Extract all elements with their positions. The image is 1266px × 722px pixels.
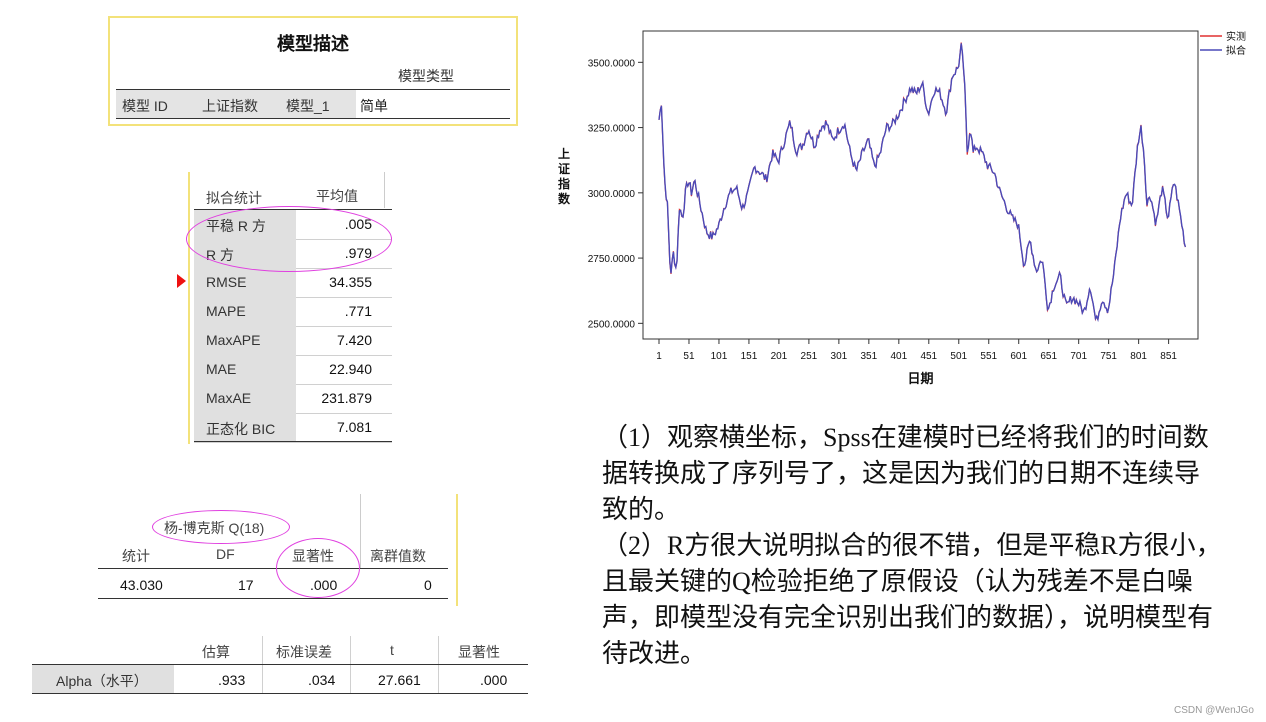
x-tick-label: 551 (980, 351, 997, 362)
y-tick-label: 2500.0000 (588, 319, 636, 330)
param-header-t: t (390, 642, 394, 658)
fit-row-label: MAPE (194, 297, 296, 326)
ljung-box-table: 杨-博克斯 Q(18) 统计 DF 显著性 离群值数 43.030 17 .00… (98, 494, 460, 606)
param-row-label: Alpha（水平） (32, 665, 174, 693)
fit-row-label: 正态化 BIC (194, 413, 296, 442)
lb-value-df: 17 (238, 577, 254, 593)
fit-stat-header: 拟合统计 (206, 190, 262, 206)
fit-row-label: RMSE (194, 268, 296, 297)
x-tick-label: 601 (1010, 351, 1027, 362)
x-tick-label: 351 (860, 351, 877, 362)
model-type-value: 简单 (360, 98, 388, 114)
highlight-ellipse-q (152, 510, 290, 544)
x-tick-label: 651 (1040, 351, 1057, 362)
x-tick-label: 51 (683, 351, 695, 362)
plot-area (642, 30, 1199, 340)
legend-observed-label: 实测 (1226, 30, 1246, 43)
model-description-title: 模型描述 (277, 34, 349, 54)
lb-value-outliers: 0 (424, 577, 432, 593)
model-type-header: 模型类型 (398, 68, 454, 84)
table-row: 正态化 BIC 7.081 (194, 413, 392, 443)
x-tick-label: 751 (1100, 351, 1117, 362)
fit-mean-header: 平均值 (316, 188, 358, 204)
x-tick-label: 301 (831, 351, 848, 362)
param-header-sig: 显著性 (458, 644, 500, 660)
param-value-estimate: .933 (218, 672, 246, 688)
explanation-paragraph-1: （1）观察横坐标，Spss在建模时已经将我们的时间数据转换成了序列号了，这是因为… (602, 423, 1209, 524)
fit-row-label: MaxAPE (194, 326, 296, 355)
table-row: MaxAPE 7.420 (194, 326, 392, 356)
table-row: MaxAE 231.879 (194, 384, 392, 414)
param-value-sig: .000 (480, 672, 508, 688)
highlight-ellipse-r-squared (186, 206, 392, 272)
fit-row-value: 7.420 (336, 332, 372, 348)
x-tick-label: 1 (656, 351, 662, 362)
y-axis-label-char: 数 (558, 191, 571, 206)
x-tick-label: 851 (1160, 351, 1177, 362)
fit-row-value: 7.081 (336, 419, 372, 435)
y-tick-label: 3000.0000 (588, 189, 636, 200)
x-tick-label: 801 (1130, 351, 1147, 362)
lb-header-stat: 统计 (122, 548, 150, 564)
legend-fitted-label: 拟合 (1226, 44, 1246, 57)
highlight-ellipse-sig (276, 538, 360, 598)
x-axis-label: 日期 (907, 372, 933, 387)
x-tick-label: 201 (771, 351, 788, 362)
x-tick-label: 451 (920, 351, 937, 362)
x-tick-label: 701 (1070, 351, 1087, 362)
x-tick-label: 251 (801, 351, 818, 362)
red-arrow-icon (177, 274, 186, 288)
table-row: MAE 22.940 (194, 355, 392, 385)
param-header-se: 标准误差 (276, 644, 332, 660)
y-axis-label-char: 上 (558, 146, 570, 161)
explanation-paragraph-2: （2）R方很大说明拟合的很不错，但是平稳R方很小，且最关键的Q检验拒绝了原假设（… (602, 531, 1222, 668)
chart-svg: 2500.0000 2750.0000 3000.0000 3250.0000 3500… (558, 30, 1246, 387)
lb-value-stat: 43.030 (120, 577, 163, 593)
fit-row-value: .771 (344, 303, 372, 319)
y-axis-label-char: 指 (558, 176, 570, 191)
table-row: MAPE .771 (194, 297, 392, 327)
watermark: CSDN @WenJGo (1174, 705, 1254, 716)
y-axis-label-char: 证 (558, 162, 570, 176)
y-tick-label: 3250.0000 (588, 124, 636, 135)
fit-row-value: 34.355 (329, 274, 372, 290)
model-description-table: 模型描述 模型类型 模型 ID 上证指数 模型_1 简单 (108, 16, 518, 126)
x-tick-label: 101 (711, 351, 728, 362)
fitted-series-line (658, 43, 1187, 323)
line-chart: 2500.0000 2750.0000 3000.0000 3250.0000 3500… (550, 26, 1262, 396)
model-name-cell: 模型_1 (280, 90, 356, 118)
lb-header-df: DF (216, 546, 235, 562)
lb-header-outliers: 离群值数 (370, 548, 426, 564)
param-header-estimate: 估算 (202, 644, 230, 660)
param-value-t: 27.661 (378, 672, 421, 688)
explanation-text: （1）观察横坐标，Spss在建模时已经将我们的时间数据转换成了序列号了，这是因为… (602, 420, 1222, 672)
model-id-cell: 模型 ID (116, 90, 196, 118)
table-row: RMSE 34.355 (194, 268, 392, 298)
x-tick-label: 151 (741, 351, 758, 362)
y-tick-label: 3500.0000 (588, 58, 636, 69)
y-tick-label: 2750.0000 (588, 254, 636, 265)
fit-row-label: MaxAE (194, 384, 296, 413)
param-value-se: .034 (308, 672, 336, 688)
fit-row-label: MAE (194, 355, 296, 384)
x-tick-label: 501 (950, 351, 967, 362)
x-tick-label: 401 (890, 351, 907, 362)
parameter-table: 估算 标准误差 t 显著性 Alpha（水平） .933 .034 27.661… (32, 636, 532, 696)
fit-row-value: 231.879 (321, 390, 372, 406)
fit-row-value: 22.940 (329, 361, 372, 377)
model-series-cell: 上证指数 (196, 90, 280, 118)
